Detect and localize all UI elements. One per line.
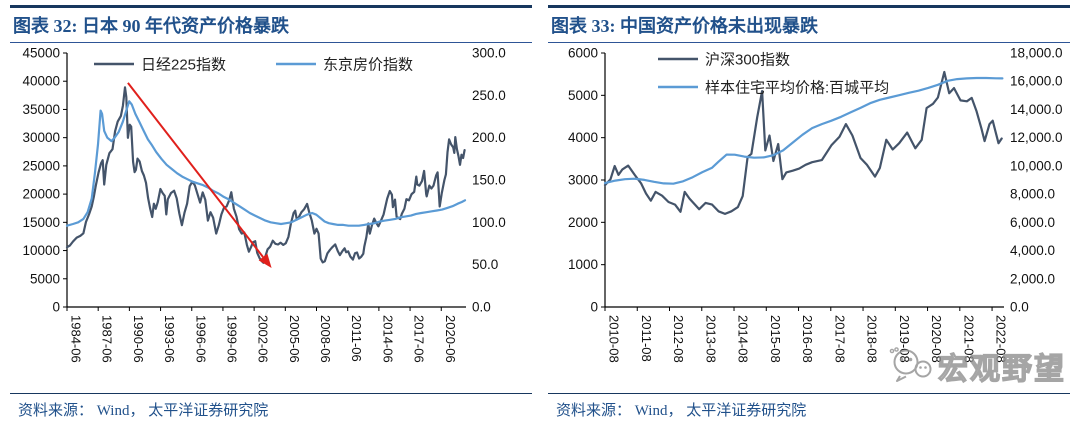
crash-arrow bbox=[127, 82, 264, 258]
left-axis-label: 0 bbox=[590, 300, 598, 315]
japan-chart-svg: 45000 40000 35000 30000 25000 20000 15000 10000… bbox=[22, 46, 506, 363]
x-axis-label: 2018-08 bbox=[865, 315, 880, 363]
x-axis-label: 2012-08 bbox=[671, 315, 686, 363]
right-axis-label: 200.0 bbox=[472, 130, 506, 145]
left-axis-label: 15000 bbox=[22, 215, 60, 230]
right-axis-label: 4,000.0 bbox=[1010, 243, 1055, 258]
right-axis-label: 150.0 bbox=[472, 173, 506, 188]
x-axis-label: 1990-06 bbox=[131, 315, 146, 363]
left-axis-label: 4000 bbox=[568, 130, 598, 145]
right-axis-label: 100.0 bbox=[472, 215, 506, 230]
crash-arrow-head bbox=[258, 253, 272, 269]
china-chart-title: 图表 33: 中国资产价格未出现暴跌 bbox=[548, 5, 1070, 43]
left-axis-label: 25000 bbox=[22, 158, 60, 173]
x-axis-label: 2011-06 bbox=[349, 315, 364, 362]
left-axis-label: 20000 bbox=[22, 187, 60, 202]
right-axis-label: 10,000.0 bbox=[1010, 158, 1063, 173]
japan-chart-title: 图表 32: 日本 90 年代资产价格暴跌 bbox=[10, 5, 532, 43]
left-axis-label: 1000 bbox=[568, 257, 598, 272]
left-axis-label: 6000 bbox=[568, 46, 598, 61]
left-axis-label: 10000 bbox=[22, 243, 60, 258]
left-axis-label: 0 bbox=[52, 300, 60, 315]
x-axis-label: 2014-08 bbox=[736, 315, 751, 363]
japan-chart-area: 45000 40000 35000 30000 25000 20000 15000 10000… bbox=[10, 43, 532, 393]
x-axis-label: 2014-06 bbox=[380, 315, 395, 363]
china-chart-panel: 图表 33: 中国资产价格未出现暴跌 6000 5000 4000 3000 2000 1… bbox=[548, 0, 1070, 424]
left-axis-label: 2000 bbox=[568, 215, 598, 230]
x-axis-label: 2019-08 bbox=[897, 315, 912, 363]
right-axis-label: 14,000.0 bbox=[1010, 102, 1063, 117]
right-axis-label: 250.0 bbox=[472, 88, 506, 103]
left-axis-label: 35000 bbox=[22, 102, 60, 117]
legend-label: 东京房价指数 bbox=[323, 57, 413, 74]
x-axis-label: 1984-06 bbox=[69, 315, 84, 363]
china-chart-source: 资料来源： Wind， 太平洋证券研究院 bbox=[548, 393, 1070, 424]
right-axis-label: 6,000.0 bbox=[1010, 215, 1055, 230]
series-line-1 bbox=[65, 100, 467, 227]
x-axis-label: 2008-06 bbox=[318, 315, 333, 363]
x-axis-label: 2020-08 bbox=[929, 315, 944, 363]
x-axis-label: 2015-08 bbox=[768, 315, 783, 363]
x-axis-label: 2017-08 bbox=[832, 315, 847, 363]
china-chart-svg: 6000 5000 4000 3000 2000 1000 0 18,000.0 16,000.… bbox=[568, 46, 1063, 363]
japan-chart-source: 资料来源： Wind， 太平洋证券研究院 bbox=[10, 393, 532, 424]
right-axis-label: 0.0 bbox=[1010, 300, 1029, 315]
x-axis-label: 2017-06 bbox=[412, 315, 427, 363]
x-axis-label: 1993-06 bbox=[162, 315, 177, 363]
x-axis-label: 2020-06 bbox=[443, 315, 458, 363]
left-axis-label: 5000 bbox=[30, 271, 60, 286]
right-axis-label: 8,000.0 bbox=[1010, 187, 1055, 202]
x-axis-label: 1987-06 bbox=[100, 315, 115, 363]
x-axis-label: 2010-08 bbox=[607, 315, 622, 363]
x-axis-label: 1999-06 bbox=[224, 315, 239, 363]
legend-label: 日经225指数 bbox=[141, 57, 226, 74]
x-axis-label: 2021-08 bbox=[961, 315, 976, 363]
right-axis-label: 12,000.0 bbox=[1010, 130, 1063, 145]
china-chart-area: 6000 5000 4000 3000 2000 1000 0 18,000.0 16,000.… bbox=[548, 43, 1070, 393]
left-axis-label: 45000 bbox=[22, 46, 60, 61]
left-axis-label: 40000 bbox=[22, 74, 60, 89]
x-axis-label: 2005-06 bbox=[287, 315, 302, 363]
x-axis-label: 1996-06 bbox=[193, 315, 208, 363]
right-axis-label: 2,000.0 bbox=[1010, 271, 1055, 286]
x-axis-label: 2002-06 bbox=[256, 315, 271, 363]
x-axis-label: 2022-08 bbox=[994, 315, 1009, 363]
japan-chart-panel: 图表 32: 日本 90 年代资产价格暴跌 45000 40000 35000 300… bbox=[10, 0, 532, 424]
x-axis-label: 2011-08 bbox=[639, 315, 654, 362]
right-axis-label: 18,000.0 bbox=[1010, 46, 1063, 61]
x-axis-label: 2016-08 bbox=[800, 315, 815, 363]
x-axis-label: 2013-08 bbox=[703, 315, 718, 363]
right-axis-label: 300.0 bbox=[472, 46, 506, 61]
right-axis-label: 0.0 bbox=[472, 300, 491, 315]
right-axis-label: 16,000.0 bbox=[1010, 74, 1063, 89]
series-line-1 bbox=[603, 76, 1004, 185]
left-axis-label: 3000 bbox=[568, 173, 598, 188]
legend-label: 沪深300指数 bbox=[705, 52, 790, 69]
right-axis-label: 50.0 bbox=[472, 257, 498, 272]
left-axis-label: 30000 bbox=[22, 130, 60, 145]
legend-label: 样本住宅平均价格:百城平均 bbox=[705, 80, 889, 97]
series-line-0 bbox=[603, 70, 1003, 215]
series-line-0 bbox=[65, 86, 466, 264]
left-axis-label: 5000 bbox=[568, 88, 598, 103]
